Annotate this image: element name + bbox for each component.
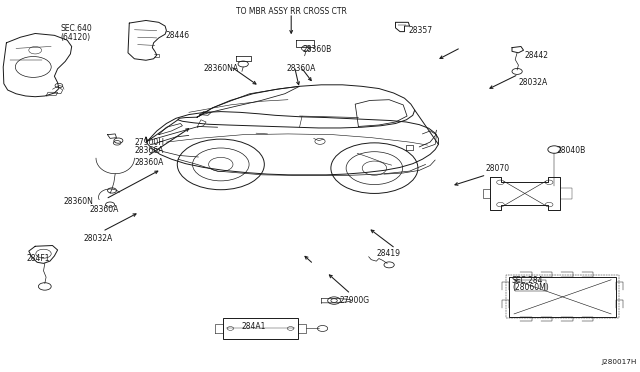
Text: SEC.640: SEC.640 — [61, 24, 93, 33]
Bar — [509, 277, 616, 317]
Text: 28360NA: 28360NA — [204, 64, 239, 73]
Text: 28360A: 28360A — [90, 205, 119, 214]
Text: 28070: 28070 — [485, 164, 509, 173]
Text: 284A1: 284A1 — [242, 322, 266, 331]
Text: 28446: 28446 — [165, 31, 189, 39]
Text: 28419: 28419 — [376, 249, 401, 258]
Text: J280017H: J280017H — [602, 359, 637, 365]
Text: 28360A: 28360A — [134, 158, 164, 167]
Text: 28360A: 28360A — [287, 64, 316, 73]
Text: 27900H: 27900H — [134, 138, 164, 147]
Text: 284F1: 284F1 — [27, 254, 51, 263]
Text: 28032A: 28032A — [83, 234, 113, 243]
Text: (28060M): (28060M) — [512, 283, 548, 292]
Bar — [223, 318, 298, 339]
Text: SEC.284: SEC.284 — [512, 276, 543, 285]
Text: 28360B: 28360B — [302, 45, 332, 54]
Text: 27900G: 27900G — [339, 296, 369, 305]
Text: 28366A: 28366A — [134, 146, 164, 155]
Text: 28032A: 28032A — [518, 78, 548, 87]
Text: (64120): (64120) — [61, 33, 91, 42]
Bar — [515, 280, 546, 291]
Text: 28360N: 28360N — [64, 197, 94, 206]
Text: 28357: 28357 — [408, 26, 433, 35]
Text: 28040B: 28040B — [557, 146, 586, 155]
Text: TO MBR ASSY RR CROSS CTR: TO MBR ASSY RR CROSS CTR — [236, 7, 346, 16]
Bar — [506, 275, 619, 318]
Text: 28442: 28442 — [525, 51, 548, 60]
